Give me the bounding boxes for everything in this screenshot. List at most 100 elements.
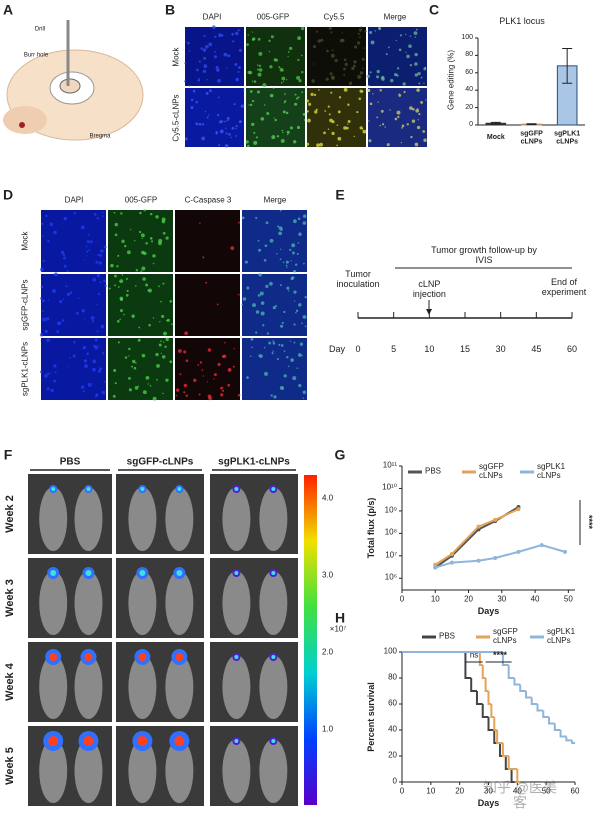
speckle — [302, 390, 307, 394]
y-tick-label: 0 — [392, 776, 397, 786]
speckle — [314, 110, 318, 114]
mouse — [222, 655, 251, 719]
mouse — [74, 487, 103, 551]
speckle — [97, 369, 102, 373]
speckle — [201, 369, 204, 371]
speckle — [279, 385, 284, 390]
speckle — [409, 35, 412, 37]
speckle — [237, 70, 240, 73]
speckle — [69, 356, 71, 359]
speckle — [175, 388, 180, 392]
speckle — [269, 281, 273, 286]
speckle — [285, 260, 289, 264]
speckle — [331, 131, 335, 136]
speckle — [319, 142, 323, 147]
day-label: 10 — [424, 344, 435, 355]
speckle — [397, 115, 400, 119]
speckle — [287, 365, 290, 368]
speckle — [183, 350, 187, 354]
speckle — [114, 233, 118, 237]
survival-step — [530, 697, 538, 705]
speckle — [184, 137, 188, 141]
speckle — [46, 338, 50, 343]
speckle — [125, 277, 128, 280]
speckle — [226, 116, 230, 120]
speckle — [63, 264, 67, 268]
colorbar — [304, 475, 317, 805]
speckle — [232, 365, 235, 368]
speckle — [203, 64, 208, 69]
row-label: Week 4 — [3, 663, 16, 701]
speckle — [183, 383, 188, 388]
survival-step — [464, 652, 472, 679]
speckle — [193, 378, 197, 382]
mouse — [74, 571, 103, 635]
speckle — [296, 75, 301, 80]
speckle — [334, 58, 338, 63]
speckle — [62, 253, 66, 256]
speckle — [276, 135, 280, 138]
speckle — [238, 48, 243, 52]
speckle — [294, 102, 298, 106]
speckle — [42, 317, 47, 322]
speckle — [113, 369, 117, 373]
mouse — [74, 739, 103, 803]
colorbar-tick: 3.0 — [322, 570, 334, 580]
speckle — [304, 325, 307, 328]
speckle — [279, 258, 282, 261]
speckle — [104, 284, 107, 288]
speckle — [249, 90, 253, 93]
speckle — [306, 142, 310, 146]
speckle — [253, 131, 256, 134]
speckle — [203, 56, 207, 60]
speckle — [119, 279, 124, 284]
speckle — [207, 394, 212, 399]
micrograph — [108, 274, 173, 336]
error-bar — [562, 47, 573, 84]
speckle — [102, 211, 104, 214]
significance: **** — [583, 514, 594, 530]
speckle — [347, 103, 350, 106]
point — [433, 565, 438, 570]
speckle — [158, 241, 162, 246]
survival-step — [507, 756, 518, 770]
speckle — [283, 374, 287, 378]
speckle — [164, 345, 167, 349]
micrograph — [246, 88, 305, 147]
speckle — [124, 244, 127, 248]
speckle — [84, 259, 86, 261]
speckle — [409, 63, 413, 67]
error-bar — [490, 121, 501, 125]
speckle — [165, 378, 169, 382]
x-axis-label: Days — [477, 606, 500, 617]
speckle — [416, 88, 420, 92]
speckle — [296, 125, 301, 130]
speckle — [149, 212, 153, 216]
speckle — [415, 108, 420, 113]
speckle — [280, 324, 284, 328]
speckle — [357, 74, 362, 79]
speckle — [418, 113, 421, 116]
speckle — [409, 106, 413, 110]
speckle — [252, 303, 256, 308]
micrograph — [242, 338, 307, 400]
speckle — [100, 249, 104, 253]
speckle — [56, 330, 60, 333]
column-header: DAPI — [202, 12, 222, 22]
speckle — [367, 88, 371, 92]
point — [516, 507, 521, 512]
speckle — [192, 89, 196, 93]
speckle — [135, 362, 137, 364]
survival-step — [478, 652, 483, 666]
point — [539, 543, 544, 548]
speckle — [83, 318, 85, 320]
group-label: sgGFP-cLNPs — [126, 456, 194, 468]
speckle — [224, 120, 227, 123]
speckle — [297, 242, 300, 244]
speckle — [96, 274, 101, 278]
speckle — [389, 109, 391, 111]
speckle — [281, 321, 284, 324]
speckle — [126, 289, 129, 293]
legend-label: sgGFP cLNPs — [479, 462, 504, 480]
